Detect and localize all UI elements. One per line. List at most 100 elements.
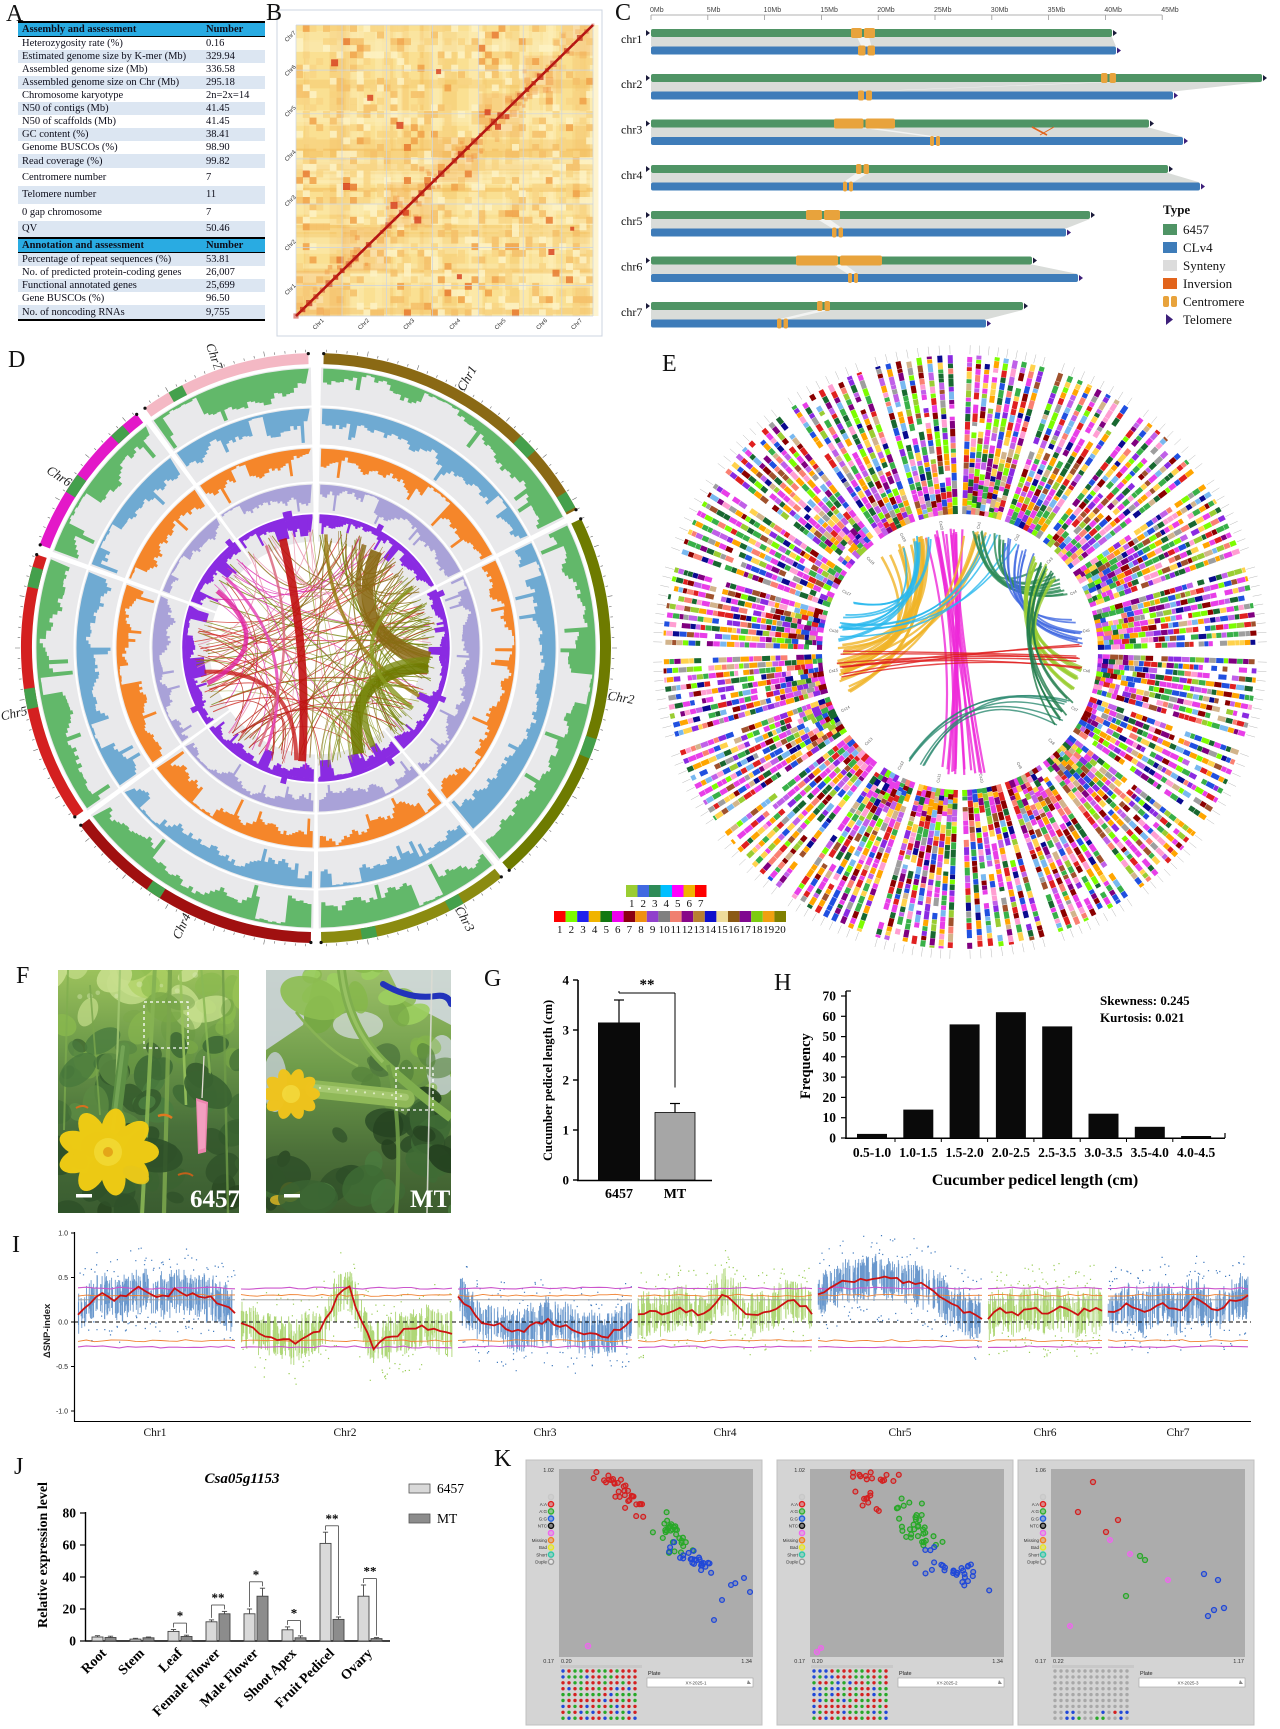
svg-text:NTC: NTC — [538, 1524, 548, 1529]
svg-text:0Mb: 0Mb — [650, 7, 664, 14]
svg-text:6: 6 — [686, 898, 692, 910]
svg-text:9: 9 — [650, 924, 656, 936]
svg-text:Cs13: Cs13 — [863, 736, 874, 747]
svg-text:7: 7 — [698, 898, 704, 910]
svg-text:19: 19 — [763, 924, 775, 936]
svg-text:**: ** — [640, 977, 655, 993]
svg-text:XY-2025-1: XY-2025-1 — [685, 1681, 707, 1686]
svg-text:1: 1 — [557, 924, 563, 936]
svg-text:Cs2: Cs2 — [1013, 532, 1021, 541]
svg-text:chr2: chr2 — [621, 77, 642, 91]
svg-text:6: 6 — [615, 924, 621, 936]
svg-text:Cs9: Cs9 — [1016, 761, 1024, 770]
svg-text:Cs6: Cs6 — [1083, 667, 1092, 673]
svg-text:Cs1: Cs1 — [975, 521, 981, 530]
svg-text:A:G: A:G — [790, 1509, 798, 1514]
svg-text:Duple: Duple — [786, 1560, 798, 1565]
svg-text:Plate: Plate — [1140, 1671, 1153, 1677]
svg-text:3.5-4.0: 3.5-4.0 — [1131, 1145, 1169, 1160]
svg-text:0.5: 0.5 — [58, 1275, 68, 1282]
svg-text:Ovary: Ovary — [338, 1646, 376, 1684]
svg-text:0: 0 — [69, 1634, 76, 1649]
svg-text:Bad: Bad — [790, 1545, 799, 1550]
svg-text:Telomere: Telomere — [1183, 312, 1232, 327]
svg-text:MT: MT — [437, 1511, 458, 1526]
svg-text:35Mb: 35Mb — [1048, 7, 1066, 14]
svg-text:13: 13 — [694, 924, 706, 936]
svg-text:0: 0 — [563, 1173, 570, 1188]
svg-text:10Mb: 10Mb — [764, 7, 782, 14]
svg-text:14: 14 — [705, 924, 717, 936]
svg-text:Short: Short — [536, 1552, 548, 1557]
svg-text:Chr4: Chr4 — [169, 910, 194, 941]
svg-text:NTC: NTC — [1030, 1524, 1040, 1529]
svg-text:7: 7 — [627, 924, 633, 936]
svg-text:12: 12 — [682, 924, 693, 936]
svg-text:A:G: A:G — [1031, 1509, 1039, 1514]
svg-text:5Mb: 5Mb — [707, 7, 721, 14]
svg-text:1: 1 — [629, 898, 635, 910]
svg-text:*: * — [291, 1606, 298, 1621]
svg-text:Chr1: Chr1 — [453, 363, 479, 394]
svg-text:6457: 6457 — [190, 1186, 240, 1213]
svg-text:20Mb: 20Mb — [877, 7, 895, 14]
svg-text:**: ** — [364, 1564, 377, 1579]
svg-text:chr5: chr5 — [621, 214, 642, 228]
svg-text:Cs5: Cs5 — [1082, 627, 1091, 633]
svg-text:Cs7: Cs7 — [1070, 705, 1079, 713]
svg-text:1.34: 1.34 — [992, 1659, 1003, 1665]
svg-text:Cs19: Cs19 — [899, 532, 908, 543]
svg-text:Cs15: Cs15 — [828, 667, 839, 674]
svg-text:Cs20: Cs20 — [938, 520, 945, 531]
svg-text:Chr3: Chr3 — [452, 903, 478, 934]
svg-text:30: 30 — [823, 1070, 837, 1085]
svg-text:18: 18 — [752, 924, 764, 936]
svg-text:3: 3 — [652, 898, 658, 910]
svg-text:Female Flower: Female Flower — [150, 1646, 224, 1720]
svg-text:Cs3: Cs3 — [1045, 556, 1054, 565]
svg-text:0.17: 0.17 — [794, 1659, 805, 1665]
svg-text:1.5-2.0: 1.5-2.0 — [945, 1145, 983, 1160]
svg-text:0: 0 — [829, 1131, 836, 1146]
svg-text:Missing: Missing — [783, 1538, 799, 1543]
svg-text:Bad: Bad — [539, 1545, 548, 1550]
svg-text:25Mb: 25Mb — [934, 7, 952, 14]
svg-text:0.20: 0.20 — [561, 1659, 572, 1665]
svg-text:0.5-1.0: 0.5-1.0 — [853, 1145, 891, 1160]
svg-text:4: 4 — [663, 898, 669, 910]
svg-text:Duple: Duple — [535, 1560, 547, 1565]
svg-text:Chr2: Chr2 — [607, 688, 636, 708]
svg-text:Chr7: Chr7 — [1167, 1427, 1190, 1439]
svg-text:Chr7: Chr7 — [203, 341, 226, 372]
svg-text:0.22: 0.22 — [1053, 1659, 1064, 1665]
svg-text:ΔSNP-index: ΔSNP-index — [42, 1303, 53, 1358]
svg-text:A:G: A:G — [539, 1509, 547, 1514]
svg-text:4.0-4.5: 4.0-4.5 — [1177, 1145, 1215, 1160]
svg-text:Cs14: Cs14 — [840, 704, 851, 713]
svg-text:1.0-1.5: 1.0-1.5 — [899, 1145, 937, 1160]
svg-text:Leaf: Leaf — [156, 1646, 186, 1676]
svg-text:Chr6: Chr6 — [1034, 1427, 1057, 1439]
svg-text:5: 5 — [675, 898, 681, 910]
svg-text:17: 17 — [740, 924, 752, 936]
svg-text:G:G: G:G — [790, 1516, 799, 1521]
svg-text:*: * — [253, 1567, 260, 1582]
svg-text:60: 60 — [63, 1538, 77, 1553]
svg-text:Short: Short — [1028, 1552, 1040, 1557]
svg-text:2: 2 — [563, 1073, 570, 1088]
svg-text:1.0: 1.0 — [58, 1231, 68, 1238]
svg-text:-0.5: -0.5 — [56, 1364, 68, 1371]
svg-text:1.06: 1.06 — [1035, 1468, 1046, 1474]
svg-text:Plate: Plate — [899, 1671, 912, 1677]
svg-text:Cs17: Cs17 — [841, 588, 852, 597]
svg-text:chr4: chr4 — [621, 168, 642, 182]
svg-text:Short: Short — [787, 1552, 799, 1557]
svg-text:30Mb: 30Mb — [991, 7, 1009, 14]
svg-text:20: 20 — [823, 1090, 837, 1105]
svg-text:Cucumber pedicel length (cm): Cucumber pedicel length (cm) — [932, 1172, 1138, 1189]
svg-text:Synteny: Synteny — [1183, 258, 1226, 273]
svg-text:**: ** — [326, 1511, 339, 1526]
svg-text:chr3: chr3 — [621, 123, 642, 137]
svg-text:2: 2 — [569, 924, 575, 936]
svg-text:chr6: chr6 — [621, 260, 642, 274]
